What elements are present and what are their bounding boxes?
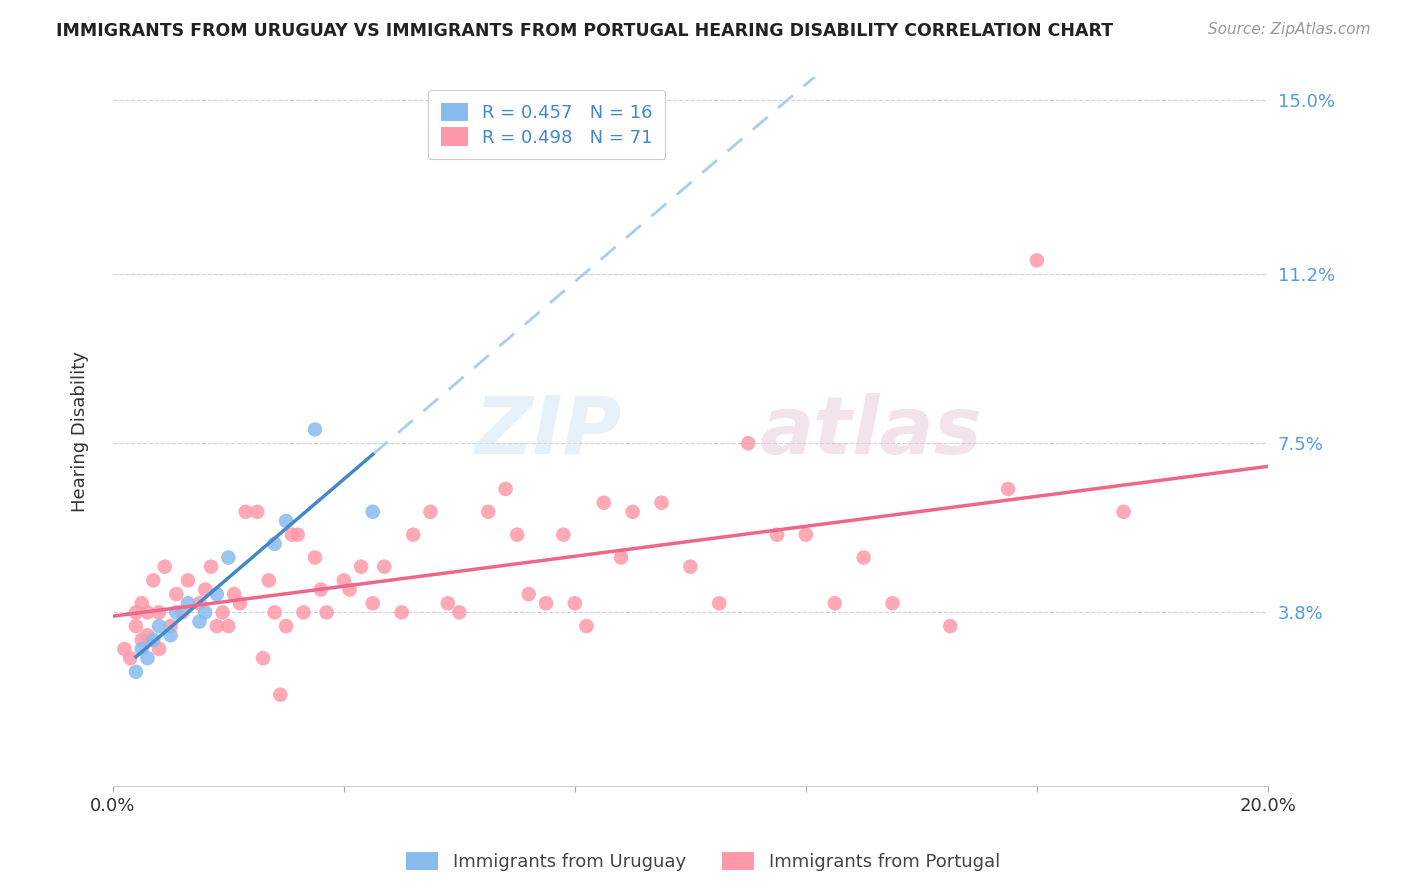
Text: Source: ZipAtlas.com: Source: ZipAtlas.com [1208, 22, 1371, 37]
Text: ZIP: ZIP [474, 392, 621, 471]
Point [274, 514, 297, 528]
Legend: Immigrants from Uruguay, Immigrants from Portugal: Immigrants from Uruguay, Immigrants from… [398, 845, 1008, 879]
Point [437, 596, 460, 610]
Point [205, 619, 228, 633]
Point [252, 651, 274, 665]
Point [373, 559, 395, 574]
Point [287, 527, 309, 541]
Point [709, 596, 731, 610]
Point [391, 606, 413, 620]
Point [177, 596, 200, 610]
Point [148, 619, 170, 633]
Point [257, 574, 280, 588]
Point [194, 606, 217, 620]
Point [205, 587, 228, 601]
Point [824, 596, 846, 610]
Point [125, 606, 148, 620]
Point [564, 596, 586, 610]
Point [882, 596, 904, 610]
Point [142, 574, 165, 588]
Point [449, 606, 471, 620]
Point [188, 596, 211, 610]
Point [136, 651, 159, 665]
Point [125, 665, 148, 679]
Point [304, 550, 326, 565]
Point [997, 482, 1019, 496]
Point [1025, 253, 1047, 268]
Point [235, 505, 257, 519]
Point [650, 496, 672, 510]
Text: IMMIGRANTS FROM URUGUAY VS IMMIGRANTS FROM PORTUGAL HEARING DISABILITY CORRELATI: IMMIGRANTS FROM URUGUAY VS IMMIGRANTS FR… [56, 22, 1114, 40]
Point [263, 606, 285, 620]
Point [112, 642, 135, 657]
Point [224, 587, 246, 601]
Point [136, 606, 159, 620]
Point [211, 606, 233, 620]
Point [263, 537, 285, 551]
Point [159, 619, 181, 633]
Point [766, 527, 789, 541]
Point [495, 482, 517, 496]
Point [131, 642, 153, 657]
Legend: R = 0.457   N = 16, R = 0.498   N = 71: R = 0.457 N = 16, R = 0.498 N = 71 [427, 90, 665, 160]
Point [188, 615, 211, 629]
Point [361, 505, 384, 519]
Point [315, 606, 337, 620]
Point [165, 606, 187, 620]
Point [194, 582, 217, 597]
Y-axis label: Hearing Disability: Hearing Disability [72, 351, 89, 512]
Point [553, 527, 575, 541]
Point [229, 596, 252, 610]
Point [172, 606, 194, 620]
Point [136, 628, 159, 642]
Point [177, 574, 200, 588]
Point [125, 619, 148, 633]
Point [506, 527, 529, 541]
Point [361, 596, 384, 610]
Point [309, 582, 332, 597]
Point [120, 651, 142, 665]
Point [939, 619, 962, 633]
Point [281, 527, 304, 541]
Point [148, 606, 170, 620]
Point [592, 496, 614, 510]
Point [292, 606, 315, 620]
Point [142, 632, 165, 647]
Point [304, 423, 326, 437]
Point [477, 505, 499, 519]
Point [852, 550, 875, 565]
Point [610, 550, 633, 565]
Point [1112, 505, 1135, 519]
Point [153, 559, 176, 574]
Point [534, 596, 557, 610]
Text: atlas: atlas [759, 392, 983, 471]
Point [246, 505, 269, 519]
Point [269, 688, 291, 702]
Point [200, 559, 222, 574]
Point [165, 587, 187, 601]
Point [339, 582, 361, 597]
Point [737, 436, 759, 450]
Point [794, 527, 817, 541]
Point [148, 642, 170, 657]
Point [333, 574, 356, 588]
Point [621, 505, 644, 519]
Point [131, 632, 153, 647]
Point [419, 505, 441, 519]
Point [402, 527, 425, 541]
Point [517, 587, 540, 601]
Point [131, 596, 153, 610]
Point [217, 619, 239, 633]
Point [159, 628, 181, 642]
Point [575, 619, 598, 633]
Point [217, 550, 239, 565]
Point [350, 559, 373, 574]
Point [679, 559, 702, 574]
Point [274, 619, 297, 633]
